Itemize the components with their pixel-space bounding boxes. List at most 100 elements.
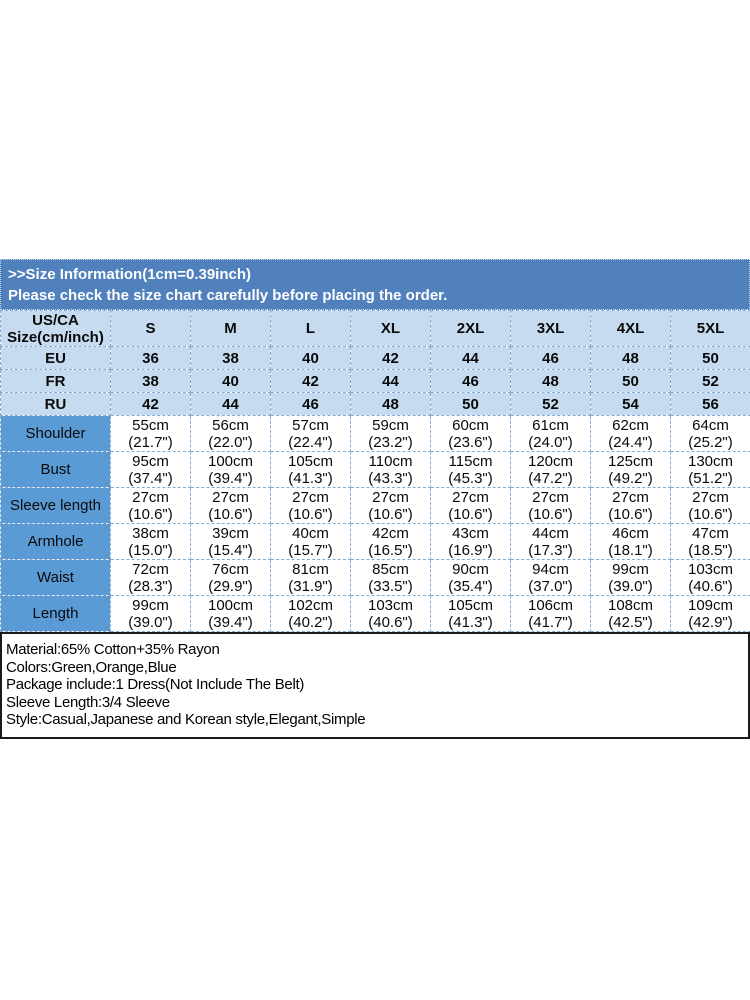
- measurement-inch: (21.7"): [128, 433, 173, 451]
- note-colors: Colors:Green,Orange,Blue: [6, 658, 177, 676]
- size-header-row: US/CA Size(cm/inch) S M L XL 2XL 3XL 4XL 5XL: [0, 310, 750, 347]
- measurement-cm: 99cm: [612, 560, 649, 578]
- measurement-cm: 59cm: [372, 416, 409, 434]
- measurement-row: Waist 72cm (28.3") 76cm (29.9") 81cm (31.9") 85…: [0, 559, 750, 596]
- measurement-cell: 64cm (25.2"): [670, 415, 750, 452]
- measurement-cell: 27cm (10.6"): [110, 487, 191, 524]
- measurement-cell: 103cm (40.6"): [670, 559, 750, 596]
- measurement-cm: 56cm: [212, 416, 249, 434]
- measurement-cm: 120cm: [527, 452, 574, 470]
- region-cell: 40: [270, 346, 351, 370]
- measurement-cm: 100cm: [207, 596, 254, 614]
- region-label: FR: [0, 369, 111, 393]
- measurement-cm: 99cm: [132, 596, 169, 614]
- measurement-cm: 103cm: [367, 596, 414, 614]
- measurement-cm: 81cm: [292, 560, 329, 578]
- measurement-inch: (24.4"): [608, 433, 653, 451]
- measurement-cell: 59cm (23.2"): [350, 415, 431, 452]
- measurement-cell: 115cm (45.3"): [430, 451, 511, 488]
- measurement-cell: 43cm (16.9"): [430, 523, 511, 560]
- measurement-cell: 27cm (10.6"): [270, 487, 351, 524]
- measurement-cell: 94cm (37.0"): [510, 559, 591, 596]
- measurement-cell: 72cm (28.3"): [110, 559, 191, 596]
- measurement-inch: (15.7"): [288, 541, 333, 559]
- measurement-label: Bust: [0, 451, 111, 488]
- measurement-row: Sleeve length 27cm (10.6") 27cm (10.6") 27cm(…: [0, 487, 750, 524]
- measurement-label: Length: [0, 595, 111, 632]
- measurement-cm: 27cm: [452, 488, 489, 506]
- measurement-inch: (49.2"): [608, 469, 653, 487]
- measurement-cm: 27cm: [612, 488, 649, 506]
- note-material: Material:65% Cotton+35% Rayon: [6, 641, 220, 658]
- size-column-header: 5XL: [670, 310, 750, 347]
- region-cell: 56: [670, 392, 750, 416]
- region-cell: 40: [190, 369, 271, 393]
- region-cell: 50: [590, 369, 671, 393]
- measurement-inch: (15.4"): [208, 541, 253, 559]
- measurement-row: Armhole 38cm (15.0") 39cm (15.4") 40cm (15.7")…: [0, 523, 750, 560]
- measurement-label: Shoulder: [0, 415, 111, 452]
- measurement-cell: 130cm (51.2"): [670, 451, 750, 488]
- measurement-cell: 99cm (39.0"): [590, 559, 671, 596]
- measurement-cm: 61cm: [532, 416, 569, 434]
- size-column-header: M: [190, 310, 271, 347]
- measurement-label: Waist: [0, 559, 111, 596]
- measurement-cm: 44cm: [532, 524, 569, 542]
- measurement-inch: (31.9"): [288, 577, 333, 595]
- measurement-inch: (10.6"): [448, 505, 493, 523]
- measurement-inch: (42.5"): [608, 613, 653, 631]
- measurement-cell: 81cm (31.9"): [270, 559, 351, 596]
- size-column-header: S: [110, 310, 191, 347]
- measurement-cm: 90cm: [452, 560, 489, 578]
- measurement-inch: (41.7"): [528, 613, 573, 631]
- measurement-cm: 27cm: [292, 488, 329, 506]
- measurement-cell: 46cm (18.1"): [590, 523, 671, 560]
- measurement-cell: 90cm (35.4"): [430, 559, 511, 596]
- region-cell: 42: [110, 392, 191, 416]
- measurement-inch: (18.1"): [608, 541, 653, 559]
- measurement-inch: (18.5"): [688, 541, 733, 559]
- measurement-cm: 42cm: [372, 524, 409, 542]
- measurement-inch: (37.0"): [528, 577, 573, 595]
- measurement-inch: (10.6"): [528, 505, 573, 523]
- measurement-cm: 38cm: [132, 524, 169, 542]
- measurement-cell: 105cm (41.3"): [270, 451, 351, 488]
- measurement-inch: (10.6"): [688, 505, 733, 523]
- size-column-header: 4XL: [590, 310, 671, 347]
- measurement-inch: (23.6"): [448, 433, 493, 451]
- banner-title: >>Size Information(1cm=0.39inch): [8, 266, 251, 283]
- measurement-cell: 85cm (33.5"): [350, 559, 431, 596]
- region-cell: 46: [430, 369, 511, 393]
- note-sleeve-length: Sleeve Length:3/4 Sleeve: [6, 693, 170, 711]
- measurement-inch: (28.3"): [128, 577, 173, 595]
- measurement-cm: 60cm: [452, 416, 489, 434]
- measurement-cm: 27cm: [372, 488, 409, 506]
- measurement-inch: (41.3"): [448, 613, 493, 631]
- corner-header: US/CA Size(cm/inch): [0, 310, 111, 347]
- measurement-inch: (40.2"): [288, 613, 333, 631]
- measurement-cell: 109cm (42.9"): [670, 595, 750, 632]
- measurement-inch: (41.3"): [288, 469, 333, 487]
- measurement-cm: 27cm: [692, 488, 729, 506]
- measurement-cm: 109cm: [687, 596, 734, 614]
- measurement-cm: 55cm: [132, 416, 169, 434]
- measurement-cell: 100cm (39.4"): [190, 595, 271, 632]
- measurement-cell: 95cm (37.4"): [110, 451, 191, 488]
- measurement-inch: (29.9"): [208, 577, 253, 595]
- corner-header-line1: US/CA: [32, 311, 79, 329]
- measurement-cell: 27cm (10.6"): [670, 487, 750, 524]
- measurement-label: Sleeve length: [0, 487, 111, 524]
- size-column-header: L: [270, 310, 351, 347]
- measurement-cell: 38cm (15.0"): [110, 523, 191, 560]
- region-cell: 44: [190, 392, 271, 416]
- measurement-inch: (10.6"): [208, 505, 253, 523]
- measurement-cell: 27cm (10.6"): [510, 487, 591, 524]
- measurement-cell: 76cm (29.9"): [190, 559, 271, 596]
- measurement-inch: (10.6"): [608, 505, 653, 523]
- measurement-cell: 110cm (43.3"): [350, 451, 431, 488]
- measurement-cell: 56cm (22.0"): [190, 415, 271, 452]
- region-cell: 50: [670, 346, 750, 370]
- measurement-cell: 40cm (15.7"): [270, 523, 351, 560]
- measurement-inch: (47.2"): [528, 469, 573, 487]
